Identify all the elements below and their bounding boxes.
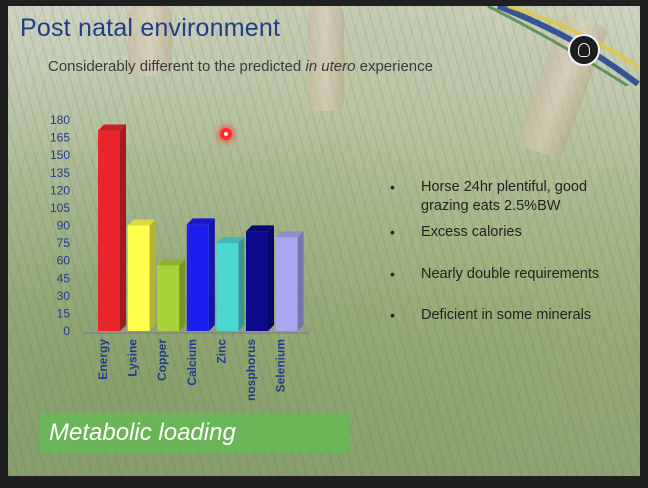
bar-lysine — [127, 225, 150, 331]
y-tick-label: 180 — [50, 113, 70, 127]
banner-text: Metabolic loading — [49, 419, 236, 446]
bar-phosphorus — [246, 231, 268, 331]
horse-leg — [128, 6, 172, 76]
metabolic-loading-banner: Metabolic loading — [40, 413, 349, 453]
bullet-text: Horse 24hr plentiful, good grazing eats … — [421, 179, 588, 214]
bar-top — [216, 237, 245, 244]
bar-zinc — [216, 243, 239, 331]
bullet-item: • Excess calories — [388, 223, 638, 242]
y-tick-label: 135 — [50, 166, 70, 180]
horse-head-icon — [578, 43, 590, 57]
x-tick-label: Energy — [96, 339, 110, 380]
bar-side — [208, 218, 215, 331]
bullet-item: • Horse 24hr plentiful, good grazing eats… — [388, 178, 638, 216]
bullet-item: • Deficient in some minerals — [388, 306, 638, 325]
y-tick-label: 0 — [63, 324, 70, 338]
bullet-item: • Nearly double requirements — [388, 265, 638, 284]
slide-subtitle: Considerably different to the predicted … — [48, 58, 433, 75]
y-tick-label: 30 — [57, 289, 71, 303]
bullet-glyph: • — [390, 224, 395, 240]
bar-side — [268, 225, 274, 331]
bullet-glyph: • — [390, 266, 395, 282]
y-tick-label: 15 — [57, 306, 71, 320]
bar-top — [157, 259, 186, 266]
bar-side — [238, 237, 245, 331]
bar-top — [186, 218, 215, 225]
subtitle-emphasis: in utero — [305, 58, 356, 75]
bar-top — [246, 225, 274, 232]
y-tick-label: 90 — [57, 219, 71, 233]
subtitle-text: Considerably different to the predicted — [48, 58, 306, 75]
bar-selenium — [275, 237, 298, 331]
y-tick-label: 165 — [50, 131, 70, 145]
bar-energy — [98, 130, 120, 331]
bullet-text: Excess calories — [421, 224, 522, 240]
y-tick-label: 75 — [57, 236, 71, 250]
bar-side — [297, 231, 304, 331]
slide: Post natal environment Considerably diff… — [8, 6, 640, 476]
x-tick-label: Selenium — [274, 339, 288, 392]
x-tick-label: Calcium — [185, 339, 199, 386]
logo — [568, 34, 600, 66]
y-tick-label: 45 — [57, 271, 71, 285]
bullet-list: • Horse 24hr plentiful, good grazing eats… — [388, 178, 638, 325]
x-tick-label: Lysine — [126, 339, 140, 377]
subtitle-text-end: experience — [355, 58, 433, 75]
bar-side — [179, 259, 186, 331]
y-tick-label: 150 — [50, 148, 70, 162]
y-tick-label: 105 — [50, 201, 70, 215]
bar-chart: 0 15 30 45 60 75 90 105 120 135 150 165 180 Energy Lys… — [50, 113, 316, 401]
slide-title: Post natal environment — [20, 14, 281, 42]
bar-calcium — [186, 224, 209, 331]
bar-top — [98, 124, 126, 131]
bullet-glyph: • — [390, 179, 395, 195]
bar-top — [275, 231, 304, 238]
bullet-text: Deficient in some minerals — [421, 307, 592, 323]
bar-copper — [157, 265, 180, 331]
y-tick-label: 120 — [50, 183, 70, 197]
x-tick-label: nosphorus — [244, 339, 258, 401]
bar-side — [120, 124, 126, 331]
horse-leg — [308, 6, 344, 111]
x-tick-label: Copper — [155, 339, 169, 381]
bullet-text: Nearly double requirements — [421, 266, 600, 282]
bar-side — [149, 219, 156, 331]
bullet-glyph: • — [390, 307, 395, 323]
y-tick-label: 60 — [57, 254, 71, 268]
bar-top — [127, 219, 156, 226]
decorative-swoosh — [487, 6, 640, 86]
laser-pointer — [220, 128, 232, 140]
x-tick-label: Zinc — [214, 339, 228, 364]
